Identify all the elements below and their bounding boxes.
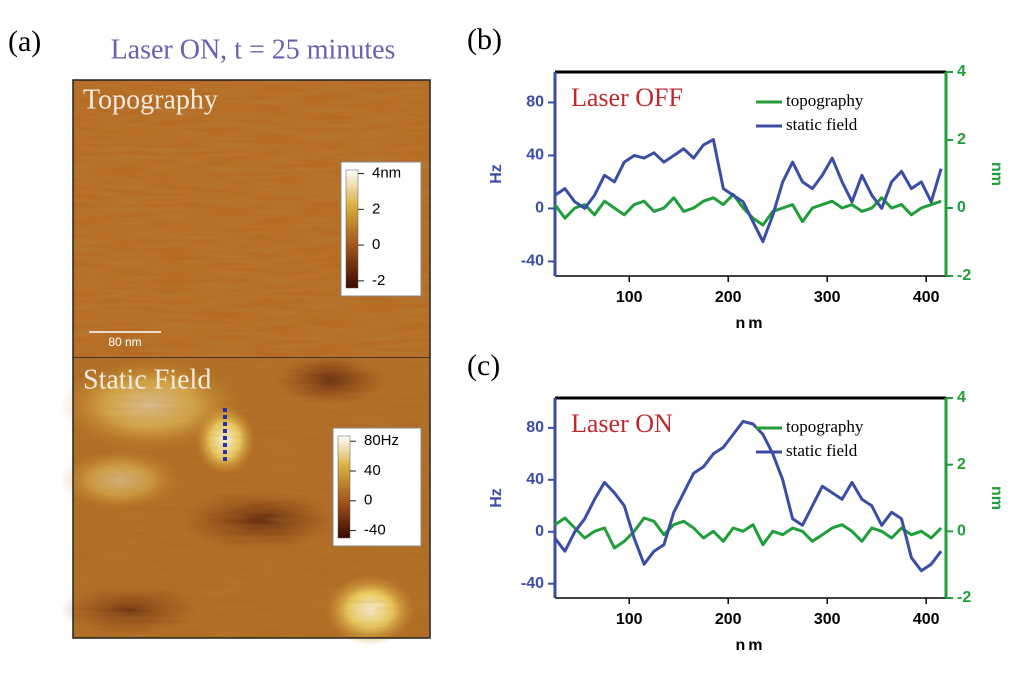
x-axis-label: nm: [736, 315, 766, 332]
legend-label: topography: [786, 91, 864, 110]
y2-tick-label: 0: [957, 523, 966, 540]
y-tick-label: 0: [535, 523, 544, 540]
y2-tick-label: 2: [957, 456, 966, 473]
legend-label: static field: [786, 115, 858, 134]
x-tick-label: 400: [913, 611, 940, 628]
series-line: [554, 138, 943, 244]
legend-label: topography: [786, 417, 864, 436]
y-tick-label: 80: [526, 419, 544, 436]
x-tick-label: 200: [715, 611, 742, 628]
panel-title: Laser ON, t = 25 minutes: [111, 34, 396, 65]
scale-bar-label: 80 nm: [108, 335, 141, 349]
y2-tick-label: 0: [957, 199, 966, 216]
static-field-image: [60, 79, 431, 645]
x-tick-label: 300: [814, 289, 841, 306]
y2-axis-label: nm: [988, 486, 1005, 510]
panel-label: (b): [467, 23, 502, 56]
y-tick-label: 40: [526, 147, 544, 164]
panel-label: (a): [8, 25, 41, 58]
colorbar: [337, 435, 351, 539]
colorbar-tick-label: 40: [364, 462, 381, 479]
y-tick-label: 0: [535, 200, 544, 217]
x-tick-label: 100: [616, 289, 643, 306]
colorbar-tick-label: -40: [364, 522, 386, 539]
panel-label: (c): [467, 349, 500, 382]
colorbar-tick-label: 0: [364, 492, 372, 509]
image-label: Static Field: [83, 364, 211, 395]
annotation: Laser OFF: [571, 83, 683, 112]
x-tick-label: 400: [913, 289, 940, 306]
x-tick-label: 300: [814, 611, 841, 628]
y2-axis-label: nm: [988, 162, 1005, 186]
y-axis-label: Hz: [488, 488, 505, 508]
colorbar-tick-label: -2: [372, 272, 385, 289]
y-tick-label: -40: [521, 253, 544, 270]
y2-tick-label: 2: [957, 131, 966, 148]
y2-tick-label: -2: [957, 267, 971, 284]
annotation: Laser ON: [571, 409, 673, 438]
y-axis-label: Hz: [488, 164, 505, 184]
colorbar-tick-label: 80Hz: [364, 432, 399, 449]
y2-tick-label: 4: [957, 389, 966, 406]
legend-label: static field: [786, 441, 858, 460]
x-tick-label: 200: [715, 289, 742, 306]
y2-tick-label: 4: [957, 63, 966, 80]
y2-tick-label: -2: [957, 589, 971, 606]
colorbar-tick-label: 2: [372, 200, 380, 217]
image-label: Topography: [83, 84, 218, 115]
colorbar: [345, 169, 359, 289]
series-line: [553, 419, 943, 573]
y-tick-label: 40: [526, 471, 544, 488]
colorbar-tick-label: 4nm: [372, 165, 401, 182]
x-tick-label: 100: [616, 611, 643, 628]
series-line: [554, 516, 943, 550]
y-tick-label: 80: [526, 94, 544, 111]
y-tick-label: -40: [521, 575, 544, 592]
x-axis-label: nm: [736, 637, 766, 654]
colorbar-tick-label: 0: [372, 236, 380, 253]
